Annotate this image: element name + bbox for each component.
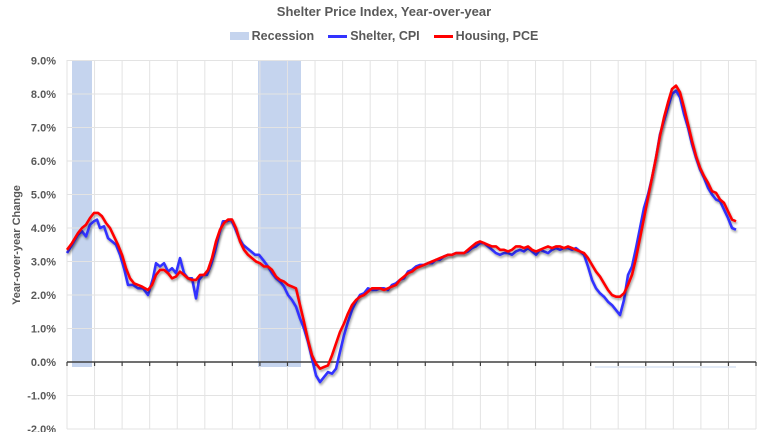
y-tick-label: 8.0% — [31, 89, 56, 101]
y-tick-label: 5.0% — [31, 190, 56, 202]
y-tick-label: 9.0% — [31, 56, 56, 68]
legend-label-housing-pce: Housing, PCE — [455, 29, 539, 43]
y-tick-label: 6.0% — [31, 156, 56, 168]
legend-item-housing-pce: Housing, PCE — [433, 29, 539, 43]
y-tick-label: 4.0% — [31, 223, 56, 235]
y-axis-title: Year-over-year Change — [11, 185, 23, 305]
recession-band — [72, 60, 92, 367]
y-tick-label: 3.0% — [31, 257, 56, 269]
legend-item-recession: Recession — [229, 29, 315, 43]
recession-swatch-icon — [229, 32, 249, 40]
chart-title: Shelter Price Index, Year-over-year — [276, 4, 492, 19]
legend-label-recession: Recession — [251, 29, 315, 43]
y-tick-label: -1.0% — [27, 391, 56, 403]
y-tick-label: 2.0% — [31, 290, 56, 302]
y-tick-label: 1.0% — [31, 324, 56, 336]
legend-label-shelter-cpi: Shelter, CPI — [350, 29, 420, 43]
shelter-cpi-swatch-icon — [328, 34, 348, 38]
recession-band — [258, 60, 301, 367]
y-tick-label: -2.0% — [27, 424, 56, 432]
legend-item-shelter-cpi: Shelter, CPI — [328, 29, 420, 43]
y-axis-labels: 9.0% 8.0% 7.0% 6.0% 5.0% 4.0% 3.0% 2.0% 1.0% 0.0%… — [27, 56, 56, 432]
series-line-shelter-cpi — [65, 89, 737, 384]
housing-pce-swatch-icon — [433, 34, 453, 38]
x-axis — [66, 361, 757, 366]
gridlines — [66, 60, 757, 430]
y-tick-label: 0.0% — [31, 357, 56, 369]
series-line-housing-pce — [65, 84, 737, 370]
recession-bands — [72, 60, 736, 368]
data-lines — [65, 84, 737, 384]
chart-legend: Recession Shelter, CPI Housing, PCE — [0, 29, 768, 43]
y-tick-label: 7.0% — [31, 123, 56, 135]
